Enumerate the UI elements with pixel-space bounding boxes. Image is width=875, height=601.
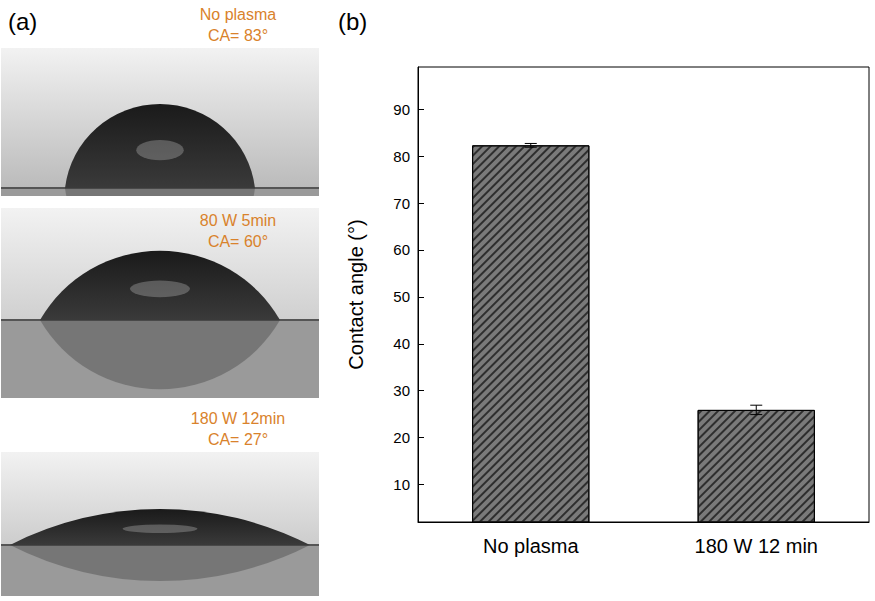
svg-text:CA= 60°: CA= 60°: [208, 233, 268, 250]
svg-text:180 W 12min: 180 W 12min: [191, 410, 285, 427]
svg-text:40: 40: [393, 335, 410, 352]
svg-text:30: 30: [393, 382, 410, 399]
svg-text:90: 90: [393, 101, 410, 118]
svg-text:20: 20: [393, 429, 410, 446]
html-text:(b): (b): [338, 8, 368, 35]
svg-text:60: 60: [393, 241, 410, 258]
svg-text:CA= 83°: CA= 83°: [208, 27, 268, 44]
svg-text:70: 70: [393, 195, 410, 212]
svg-text:80: 80: [393, 148, 410, 165]
svg-text:Contact angle (°): Contact angle (°): [345, 219, 367, 369]
svg-text:(a): (a): [8, 8, 37, 35]
svg-text:50: 50: [393, 288, 410, 305]
svg-text:180 W 12 min: 180 W 12 min: [695, 535, 818, 557]
svg-text:10: 10: [393, 476, 410, 493]
svg-text:No plasma: No plasma: [200, 6, 277, 23]
svg-text:No plasma: No plasma: [483, 535, 579, 557]
svg-text:80 W 5min: 80 W 5min: [200, 212, 276, 229]
svg-text:CA= 27°: CA= 27°: [208, 431, 268, 448]
